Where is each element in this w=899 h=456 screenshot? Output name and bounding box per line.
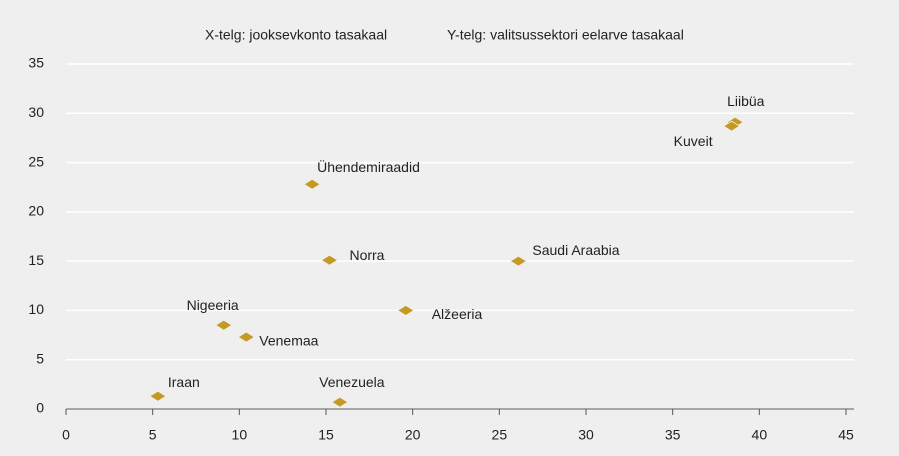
- point: [331, 396, 349, 408]
- point: [320, 254, 339, 266]
- x-tick-label: 45: [838, 427, 854, 443]
- point-label: Alžeeria: [432, 306, 483, 322]
- y-tick-label: 25: [28, 153, 44, 169]
- x-tick-label: 20: [405, 427, 421, 443]
- x-tick-label: 30: [578, 427, 594, 443]
- x-tick-label: 10: [232, 427, 248, 443]
- point: [237, 331, 256, 343]
- point: [214, 319, 233, 331]
- y-axis-title: Y-telg: valitsussektori eelarve tasakaal: [447, 27, 684, 43]
- point: [303, 178, 321, 190]
- y-tick-label: 20: [28, 203, 44, 219]
- point-label: Venezuela: [319, 374, 385, 390]
- y-tick-label: 30: [28, 104, 44, 120]
- x-tick-label: 0: [62, 427, 70, 443]
- point-label: Kuveit: [674, 133, 713, 149]
- point-label: Iraan: [168, 374, 200, 390]
- x-tick-label: 40: [752, 427, 768, 443]
- point-label: Ühendemiraadid: [317, 158, 420, 175]
- y-tick-label: 10: [28, 301, 44, 317]
- point: [722, 120, 741, 132]
- x-tick-label: 5: [149, 427, 157, 443]
- x-tick-label: 25: [492, 427, 508, 443]
- point-label: Liibüa: [727, 93, 765, 109]
- point: [396, 304, 415, 316]
- x-axis-title: X-telg: jooksevkonto tasakaal: [205, 27, 387, 43]
- y-tick-label: 35: [28, 55, 44, 71]
- x-tick-label: 35: [665, 427, 681, 443]
- y-tick-label: 5: [36, 350, 44, 366]
- point: [509, 255, 528, 267]
- point-label: Venemaa: [259, 333, 318, 349]
- point-label: Nigeeria: [187, 297, 239, 313]
- x-tick-label: 15: [318, 427, 334, 443]
- y-tick-label: 15: [28, 252, 44, 268]
- point-label: Norra: [349, 247, 384, 263]
- point: [149, 390, 167, 402]
- y-tick-label: 0: [36, 400, 44, 416]
- point-label: Saudi Araabia: [532, 242, 619, 258]
